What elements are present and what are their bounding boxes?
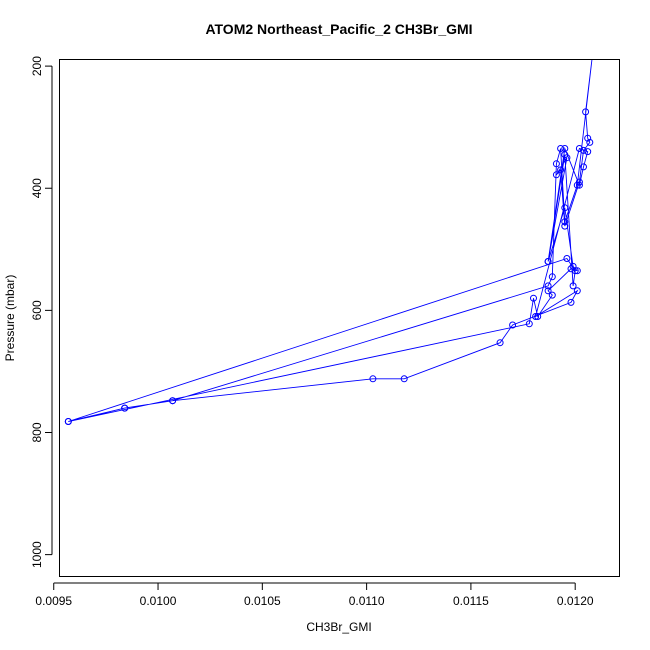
y-tick-label: 800 [30,422,44,442]
data-point [548,273,556,281]
data-point [532,313,540,320]
data-point [561,222,569,230]
y-tick-label: 200 [30,56,44,76]
data-point [561,151,569,159]
x-tick-label: 0.0120 [557,594,594,608]
data-point [563,255,571,262]
data-point [534,313,542,320]
x-axis: 0.0095 0.0100 0.0105 0.0110 0.0115 0.0120 [35,582,594,608]
data-point [544,258,552,265]
y-tick-label: 400 [30,178,44,198]
x-tick-label: 0.0100 [140,594,177,608]
data-point [567,298,575,306]
data-point [575,181,583,189]
y-axis-label: Pressure (mbar) [3,275,17,362]
data-point [571,267,579,275]
data-point [400,375,408,383]
data-point [544,282,552,290]
data-point [530,294,537,302]
data-point [573,181,581,189]
x-tick-label: 0.0095 [35,594,72,608]
y-axis: 200 400 600 800 1000 [30,56,53,568]
data-point [525,320,533,328]
data-point [561,204,569,212]
data-point [552,160,560,168]
data-point [569,282,577,290]
data-point [557,166,565,174]
data-point [548,291,556,299]
data-point [552,171,560,179]
data-point [64,418,72,425]
data-point [580,163,587,171]
x-tick-label: 0.0110 [349,594,385,608]
data-point [584,134,592,142]
data-point [544,287,552,295]
data-point [561,218,569,226]
x-tick-label: 0.0105 [244,594,281,608]
x-axis-label: CH3Br_GMI [306,620,371,634]
data-point [575,145,583,152]
data-point [169,397,177,405]
data-point [509,321,517,329]
data-point [580,146,587,154]
data-point [573,267,581,275]
y-tick-label: 1000 [30,541,44,568]
data-point [369,375,377,383]
data-point [586,138,594,146]
y-tick-label: 600 [30,300,44,320]
x-tick-label: 0.0115 [453,594,489,608]
plot-frame [59,59,620,577]
data-point [573,287,581,295]
data-point [121,404,129,412]
chart-title: ATOM2 Northeast_Pacific_2 CH3Br_GMI [205,21,472,37]
data-point [582,108,590,116]
data-point [496,339,504,347]
data-point [567,265,575,273]
plot-area [64,60,594,425]
data-point [584,148,592,156]
data-point [557,145,565,152]
